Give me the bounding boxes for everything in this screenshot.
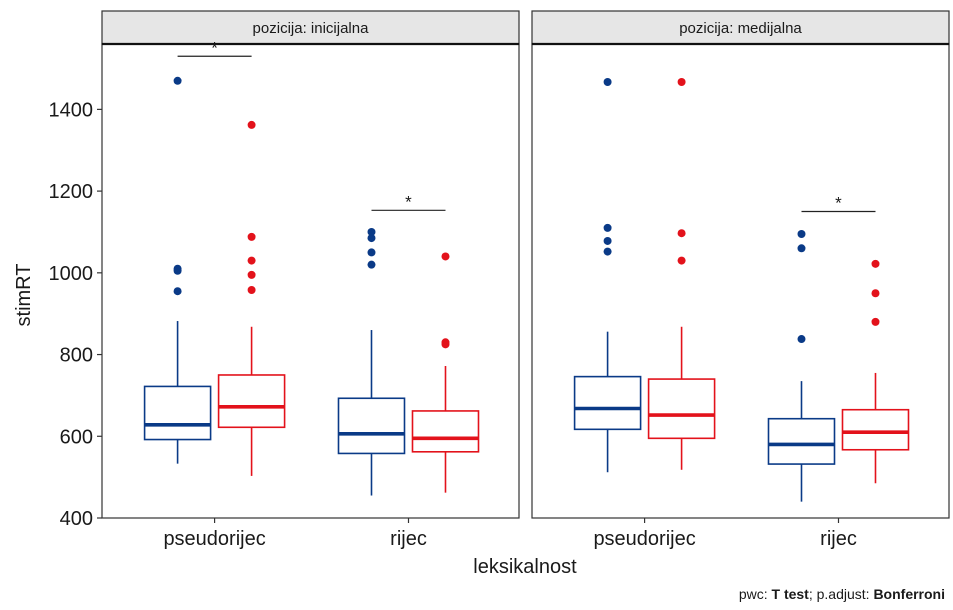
caption-adjust: Bonferroni: [873, 586, 945, 602]
outlier-point: [797, 230, 806, 239]
outlier-point: [871, 317, 880, 326]
outlier-point: [367, 227, 376, 236]
iqr-box: [411, 410, 480, 453]
iqr-box: [767, 417, 836, 465]
iqr-box: [217, 374, 286, 429]
facet-panel-1: pozicija: inicijalna pseudorijec rijec * *: [101, 10, 520, 550]
x-tick-label: pseudorijec: [163, 528, 265, 550]
x-tick-label: rijec: [820, 528, 857, 550]
outlier-point: [247, 270, 256, 279]
box-pseudorijec-blue: [143, 76, 212, 464]
outlier-point: [871, 259, 880, 268]
outlier-point: [603, 223, 612, 232]
caption-prefix: pwc:: [738, 586, 772, 602]
x-tick-label: pseudorijec: [593, 528, 695, 550]
outlier-point: [677, 78, 686, 87]
significance-label: *: [405, 192, 412, 211]
y-tick-label: 1400: [49, 99, 94, 121]
outlier-point: [603, 236, 612, 245]
significance-label: *: [835, 194, 842, 213]
outlier-point: [173, 264, 182, 273]
outlier-point: [871, 289, 880, 298]
caption-middle: ; p.adjust:: [808, 586, 874, 602]
outlier-point: [797, 244, 806, 253]
outlier-point: [247, 285, 256, 294]
outlier-point: [603, 247, 612, 256]
iqr-box: [647, 378, 716, 440]
facet-panel-2: pozicija: medijalna pseudorijec rijec *: [531, 10, 950, 550]
y-tick-label: 600: [60, 426, 93, 448]
outlier-point: [367, 248, 376, 257]
box-rijec-blue: [767, 230, 836, 502]
outlier-point: [677, 256, 686, 265]
box-rijec-blue: [337, 227, 406, 496]
y-tick-label: 1000: [49, 263, 94, 285]
outlier-point: [797, 335, 806, 344]
box-pseudorijec-red: [217, 120, 286, 476]
x-tick-label: rijec: [390, 528, 427, 550]
caption: pwc: T test; p.adjust: Bonferroni: [739, 586, 945, 602]
y-tick-label: 1200: [49, 181, 94, 203]
iqr-box: [143, 385, 212, 441]
y-tick-label: 400: [60, 508, 93, 530]
box-rijec-red: [411, 252, 480, 493]
outlier-point: [441, 338, 450, 347]
iqr-box: [573, 375, 642, 431]
outlier-point: [441, 252, 450, 261]
facet-strip-label: pozicija: medijalna: [679, 20, 802, 37]
outlier-point: [677, 229, 686, 238]
y-tick-label: 800: [60, 345, 93, 367]
box-pseudorijec-blue: [573, 78, 642, 473]
significance-label: *: [211, 38, 218, 57]
outlier-point: [173, 287, 182, 296]
outlier-point: [247, 232, 256, 241]
iqr-box: [337, 397, 406, 455]
iqr-box: [841, 408, 910, 451]
outlier-point: [367, 234, 376, 243]
box-pseudorijec-red: [647, 78, 716, 470]
outlier-point: [247, 256, 256, 265]
outlier-point: [367, 260, 376, 269]
box-rijec-red: [841, 259, 910, 484]
x-axis-title: leksikalnost: [473, 556, 577, 578]
caption-test: T test: [771, 586, 809, 602]
y-axis-title: stimRT: [13, 264, 35, 327]
outlier-point: [247, 120, 256, 129]
outlier-point: [173, 76, 182, 85]
outlier-point: [603, 78, 612, 87]
facet-strip-label: pozicija: inicijalna: [253, 20, 370, 37]
